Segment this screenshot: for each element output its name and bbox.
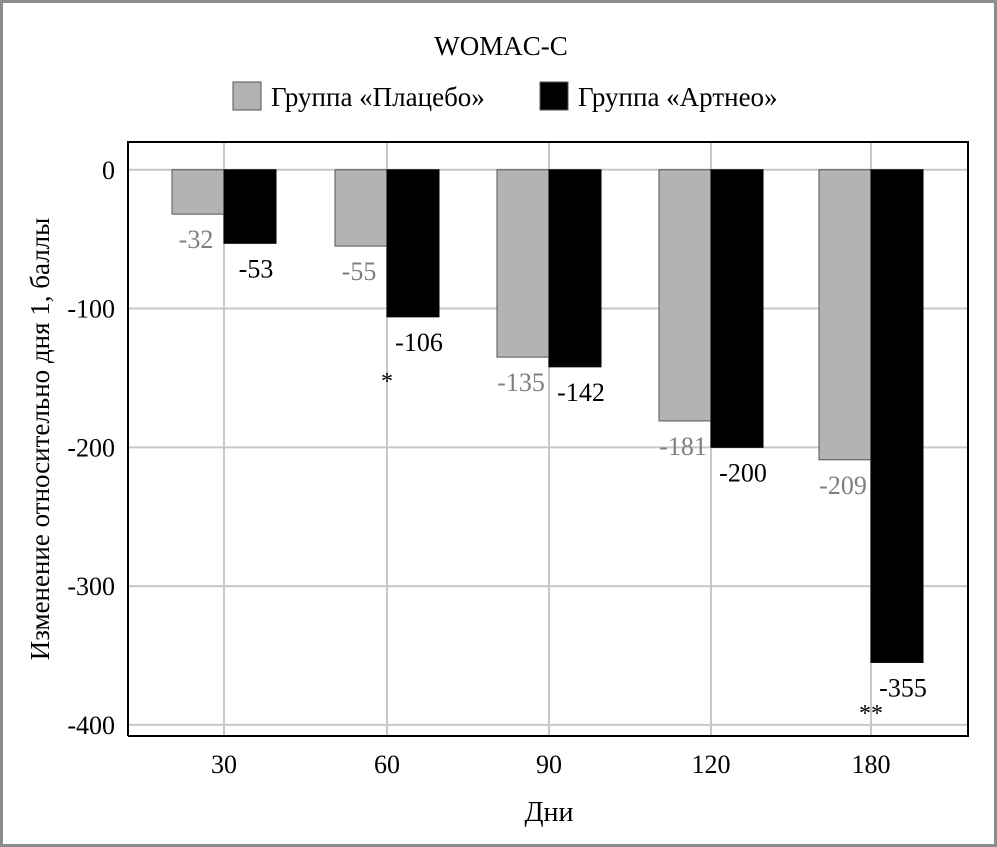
x-tick-label: 30 (211, 750, 237, 779)
chart-title: WOMAC-C (434, 31, 568, 61)
y-tick-label: -100 (67, 295, 115, 324)
bar-chart: WOMAC-C Группа «Плацебо» Группа «Артнео» … (25, 31, 969, 828)
y-tick-label: -200 (67, 433, 115, 462)
data-label: -53 (239, 254, 274, 283)
data-label: -181 (659, 432, 707, 461)
y-tick-label: -400 (67, 711, 115, 740)
bar-placebo (496, 169, 550, 358)
x-tick-label: 120 (692, 750, 731, 779)
bars (171, 169, 924, 663)
data-label: -32 (179, 225, 214, 254)
x-tick-label: 180 (852, 750, 891, 779)
data-labels: -32-55-135-181-209-53-106-142-200-355*** (179, 225, 927, 727)
legend-swatch-placebo (232, 81, 262, 111)
y-tick-label: -300 (67, 572, 115, 601)
significance-marker: ** (859, 701, 883, 727)
data-label: -55 (342, 257, 377, 286)
bar-artneo (870, 169, 924, 663)
x-axis-label: Дни (524, 797, 573, 828)
legend-label: Группа «Плацебо» (271, 82, 485, 112)
legend: Группа «Плацебо» Группа «Артнео» (232, 81, 778, 112)
legend-swatch-artneo (539, 81, 569, 111)
data-label: -355 (879, 673, 927, 702)
axes: 0 -100 -200 -300 -400 30 60 90 120 180 (67, 141, 969, 779)
bar-artneo (548, 169, 602, 368)
bar-artneo (386, 169, 440, 318)
y-axis-label: Изменение относительно дня 1, баллы (25, 218, 55, 661)
bar-placebo (818, 169, 872, 461)
x-tick-label: 60 (374, 750, 400, 779)
significance-marker: * (381, 369, 393, 395)
data-label: -106 (395, 328, 443, 357)
bar-placebo (171, 169, 225, 215)
bar-placebo (658, 169, 712, 422)
plot-frame (127, 141, 969, 737)
data-label: -142 (557, 378, 605, 407)
bar-artneo (223, 169, 277, 244)
data-label: -200 (719, 458, 767, 487)
bar-artneo (710, 169, 764, 448)
y-tick-label: 0 (102, 156, 115, 185)
legend-label: Группа «Артнео» (578, 82, 778, 112)
bar-placebo (334, 169, 388, 247)
x-tick-label: 90 (536, 750, 562, 779)
data-label: -135 (497, 368, 545, 397)
data-label: -209 (819, 471, 867, 500)
